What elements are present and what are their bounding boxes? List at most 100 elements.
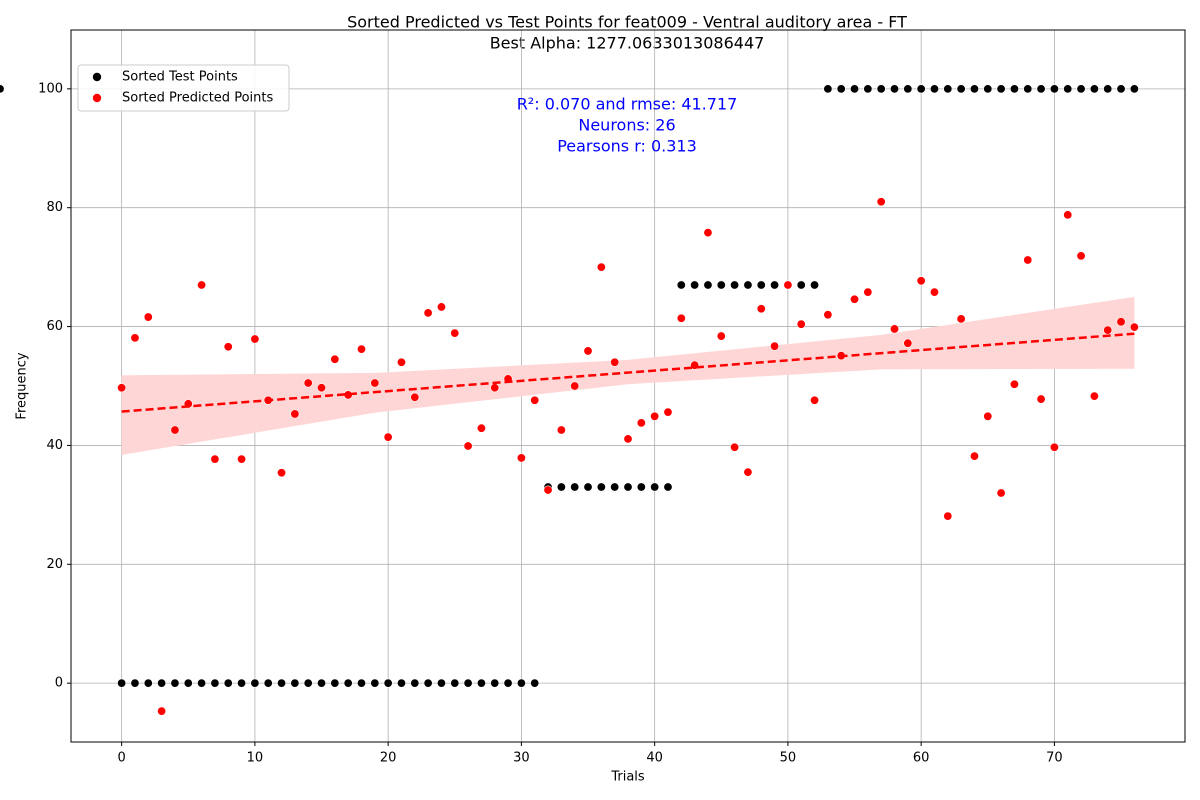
point xyxy=(703,280,713,290)
chart-title: Sorted Predicted vs Test Points for feat… xyxy=(347,13,907,32)
point xyxy=(1103,325,1113,335)
point xyxy=(943,84,953,94)
point xyxy=(730,442,740,452)
point xyxy=(716,280,726,290)
legend-box xyxy=(77,64,290,112)
point xyxy=(610,482,620,492)
point xyxy=(743,467,753,477)
point xyxy=(476,678,486,688)
point xyxy=(356,344,366,354)
point xyxy=(1009,379,1019,389)
annotation: Pearsons r: 0.313 xyxy=(557,137,697,156)
point xyxy=(863,84,873,94)
x-tick-label: 70 xyxy=(1046,751,1063,766)
annotation: R²: 0.070 and rmse: 41.717 xyxy=(517,95,738,114)
point xyxy=(530,678,540,688)
point xyxy=(703,228,713,238)
point xyxy=(956,314,966,324)
point xyxy=(996,488,1006,498)
point xyxy=(890,324,900,334)
y-tick-label: 40 xyxy=(46,438,63,453)
point xyxy=(530,395,540,405)
point xyxy=(556,482,566,492)
point xyxy=(463,678,473,688)
point xyxy=(770,280,780,290)
point xyxy=(170,678,180,688)
point xyxy=(650,482,660,492)
x-tick-label: 30 xyxy=(513,751,530,766)
x-axis-label: Trials xyxy=(610,770,645,785)
point xyxy=(969,451,979,461)
point xyxy=(330,678,340,688)
point xyxy=(290,409,300,419)
point xyxy=(663,407,673,417)
point xyxy=(490,383,500,393)
point xyxy=(223,678,233,688)
point xyxy=(943,511,953,521)
point xyxy=(423,678,433,688)
point xyxy=(250,678,260,688)
point xyxy=(436,678,446,688)
point xyxy=(503,678,513,688)
y-tick-label: 0 xyxy=(55,676,63,691)
legend-label: Sorted Test Points xyxy=(122,70,238,85)
point xyxy=(343,678,353,688)
point xyxy=(117,383,127,393)
point xyxy=(197,678,207,688)
point xyxy=(210,454,220,464)
point xyxy=(663,482,673,492)
point xyxy=(1116,317,1126,327)
point xyxy=(330,354,340,364)
point xyxy=(423,308,433,318)
point xyxy=(570,482,580,492)
point xyxy=(810,395,820,405)
point xyxy=(596,262,606,272)
point xyxy=(130,678,140,688)
point xyxy=(410,392,420,402)
point xyxy=(476,423,486,433)
point xyxy=(969,84,979,94)
point xyxy=(810,280,820,290)
plot-frame xyxy=(70,29,1186,743)
point xyxy=(876,84,886,94)
point xyxy=(370,678,380,688)
point xyxy=(1009,84,1019,94)
point xyxy=(1129,322,1139,332)
point xyxy=(396,357,406,367)
point xyxy=(1023,255,1033,265)
point xyxy=(903,338,913,348)
point xyxy=(770,341,780,351)
point xyxy=(1049,84,1059,94)
point xyxy=(450,328,460,338)
point xyxy=(516,678,526,688)
point xyxy=(583,346,593,356)
point xyxy=(716,331,726,341)
point xyxy=(1089,84,1099,94)
point xyxy=(1063,210,1073,220)
point xyxy=(956,84,966,94)
y-tick-label: 60 xyxy=(46,319,63,334)
point xyxy=(277,678,287,688)
point xyxy=(303,378,313,388)
point xyxy=(210,678,220,688)
point xyxy=(636,418,646,428)
point xyxy=(383,432,393,442)
point xyxy=(730,280,740,290)
point xyxy=(823,310,833,320)
point xyxy=(623,482,633,492)
point xyxy=(983,84,993,94)
point xyxy=(796,280,806,290)
point xyxy=(463,441,473,451)
point xyxy=(303,678,313,688)
point xyxy=(1036,84,1046,94)
point xyxy=(543,485,553,495)
point xyxy=(237,454,247,464)
point xyxy=(317,678,327,688)
point xyxy=(143,312,153,322)
point xyxy=(916,84,926,94)
point xyxy=(876,197,886,207)
x-tick-label: 60 xyxy=(913,751,930,766)
point xyxy=(1129,84,1139,94)
point xyxy=(596,482,606,492)
point xyxy=(143,678,153,688)
